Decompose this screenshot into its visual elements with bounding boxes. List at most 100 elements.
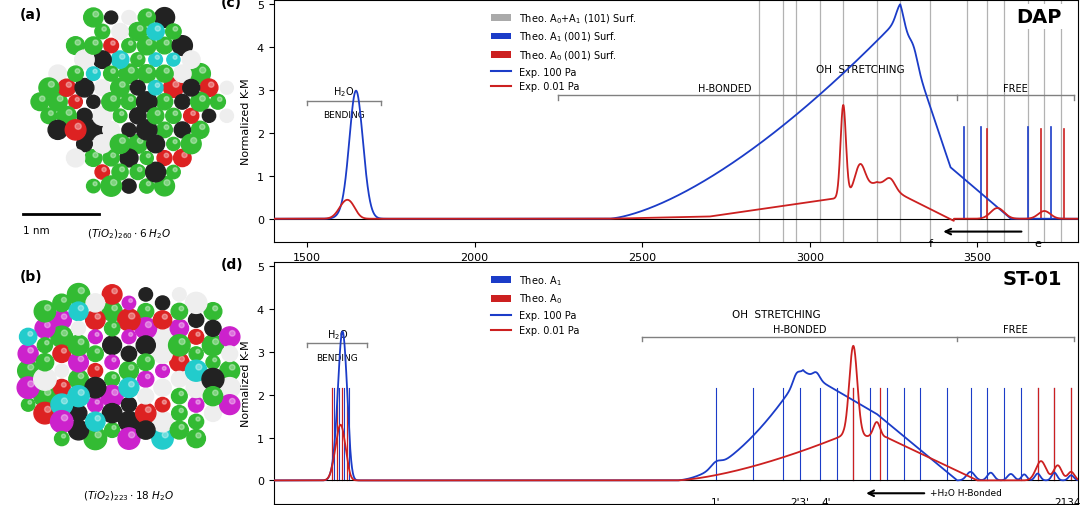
Circle shape [135,318,157,339]
Circle shape [156,112,160,116]
Circle shape [28,401,31,405]
Circle shape [129,365,134,370]
Circle shape [57,96,63,102]
Text: BENDING: BENDING [316,353,359,362]
Circle shape [168,335,190,356]
Text: (a): (a) [21,8,42,22]
Circle shape [122,180,136,194]
Circle shape [44,341,49,345]
Circle shape [54,432,69,446]
Circle shape [112,165,129,181]
Circle shape [122,39,136,54]
Y-axis label: Normalized K-M: Normalized K-M [241,340,252,426]
Circle shape [166,166,180,179]
Circle shape [44,389,51,395]
Circle shape [186,293,207,314]
Circle shape [170,353,189,372]
Circle shape [111,154,116,158]
Circle shape [173,288,186,301]
Circle shape [137,66,156,83]
Circle shape [136,403,156,423]
Circle shape [183,52,200,69]
Circle shape [156,84,160,88]
Circle shape [93,70,97,74]
Circle shape [35,319,55,338]
Circle shape [103,302,122,322]
Circle shape [53,294,70,312]
Circle shape [112,306,118,311]
Circle shape [179,425,185,430]
Circle shape [28,381,33,387]
Circle shape [69,302,89,321]
Circle shape [165,25,181,40]
Circle shape [131,81,146,96]
Circle shape [44,305,51,311]
Circle shape [152,428,173,449]
Circle shape [95,432,102,438]
Circle shape [154,9,175,28]
Circle shape [33,369,56,390]
Circle shape [137,37,157,56]
Circle shape [139,288,152,301]
Circle shape [57,107,77,126]
Circle shape [172,406,187,421]
Circle shape [28,348,33,354]
Circle shape [200,80,218,97]
Circle shape [146,307,150,311]
Circle shape [166,138,180,151]
Circle shape [78,306,83,311]
Circle shape [95,416,100,421]
Circle shape [110,96,117,102]
Circle shape [120,83,125,88]
Circle shape [55,365,68,378]
Circle shape [18,344,38,364]
Circle shape [111,70,116,74]
Circle shape [137,168,143,172]
Circle shape [137,27,143,32]
Circle shape [95,333,99,337]
Circle shape [156,38,173,55]
Circle shape [67,38,84,56]
Circle shape [164,69,170,74]
Circle shape [200,125,205,130]
Circle shape [205,321,221,337]
Circle shape [112,289,118,294]
Circle shape [202,369,224,390]
Circle shape [164,41,170,46]
Circle shape [179,307,184,311]
Circle shape [191,112,195,116]
Circle shape [187,430,205,448]
Circle shape [110,79,130,97]
Circle shape [104,67,119,82]
Circle shape [66,111,72,116]
Circle shape [77,137,92,153]
Circle shape [129,333,133,337]
Circle shape [78,339,84,345]
Circle shape [156,398,170,412]
Circle shape [147,109,164,125]
Circle shape [102,168,106,172]
Circle shape [138,389,153,404]
Circle shape [171,320,189,338]
Circle shape [129,382,134,387]
Circle shape [86,96,100,109]
Circle shape [157,152,172,166]
Circle shape [147,136,164,154]
Circle shape [76,98,79,102]
Circle shape [173,112,177,116]
Circle shape [112,324,117,328]
Circle shape [51,411,73,433]
Circle shape [175,95,190,110]
Circle shape [85,378,106,398]
Legend: Theo. A$_1$, Theo. A$_0$, Exp. 100 Pa, Exp. 0.01 Pa: Theo. A$_1$, Theo. A$_0$, Exp. 100 Pa, E… [487,270,583,339]
Circle shape [152,412,173,432]
Circle shape [118,309,140,331]
Circle shape [195,433,201,438]
Circle shape [136,121,157,140]
Circle shape [103,285,122,305]
Circle shape [17,377,39,398]
Circle shape [28,332,32,336]
Circle shape [120,55,125,60]
Circle shape [86,180,100,193]
Circle shape [195,417,200,421]
